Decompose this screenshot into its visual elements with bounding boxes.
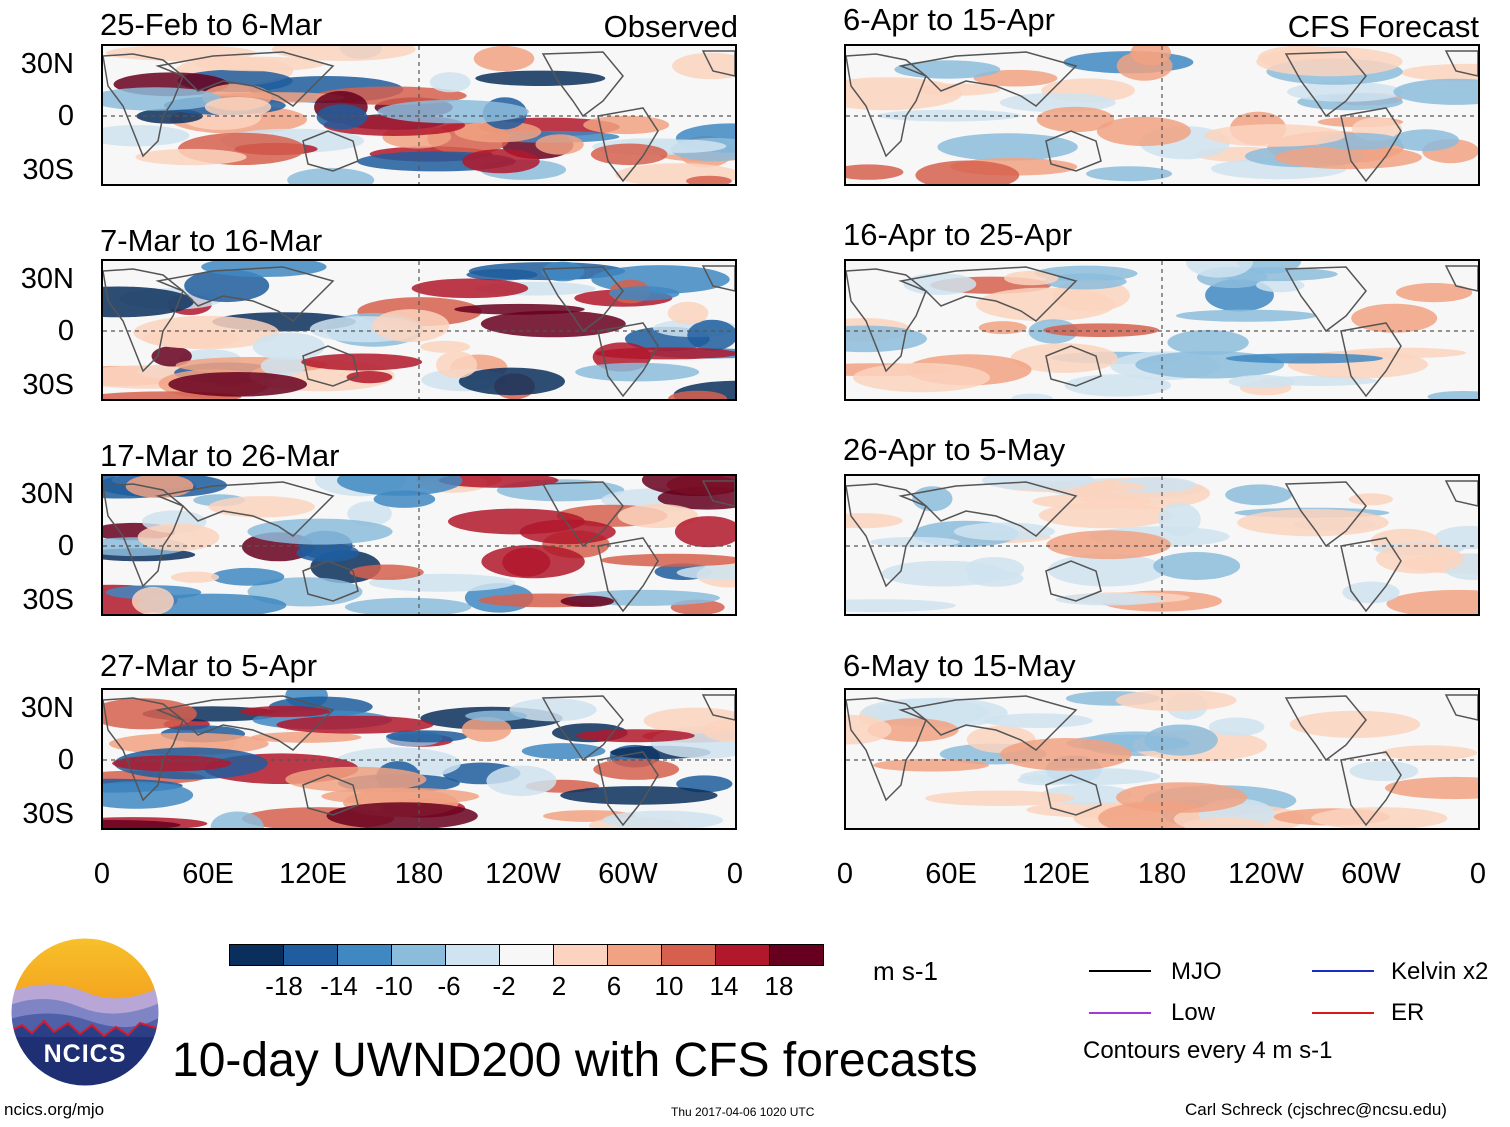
colorbar-swatch — [553, 944, 608, 966]
legend-line-er — [1312, 1012, 1374, 1014]
map-panel-obs-4 — [101, 688, 737, 830]
lon-label: 60E — [925, 858, 977, 890]
lat-label-eq: 0 — [57, 744, 74, 776]
legend-label-low: Low — [1171, 999, 1216, 1026]
lat-label-eq: 0 — [57, 100, 74, 132]
panel-title-obs-2: 7-Mar to 16-Mar — [100, 223, 323, 258]
map-panel-obs-1 — [101, 44, 737, 186]
panel-title-fc-3: 26-Apr to 5-May — [843, 432, 1066, 467]
colorbar-swatch — [769, 944, 824, 966]
lat-label-30s: 30S — [22, 584, 74, 616]
map-panel-fc-3 — [844, 474, 1480, 616]
colorbar-tick: -6 — [437, 971, 461, 1001]
main-title: 10-day UWND200 with CFS forecasts — [172, 1034, 978, 1087]
lon-label: 0 — [726, 858, 744, 890]
colorbar-swatch — [229, 944, 284, 966]
colorbar-swatch — [337, 944, 392, 966]
colorbar-tick: -2 — [492, 971, 516, 1001]
ncics-logo-icon — [10, 937, 160, 1087]
legend-label-kelvin: Kelvin x2 — [1391, 958, 1489, 985]
lat-label-eq: 0 — [57, 530, 74, 562]
lon-label: 180 — [1137, 858, 1187, 890]
lon-label: 0 — [1469, 858, 1487, 890]
forecast-label: CFS Forecast — [1287, 9, 1479, 44]
map-panel-fc-2 — [844, 259, 1480, 401]
colorbar-tick: 2 — [551, 971, 567, 1001]
legend-line-kelvin — [1312, 970, 1374, 972]
lon-label: 120E — [279, 858, 347, 890]
lat-label-30s: 30S — [22, 154, 74, 186]
lon-label: 120E — [1022, 858, 1090, 890]
lat-label-30s: 30S — [22, 369, 74, 401]
colorbar-swatch — [661, 944, 716, 966]
lat-label-30n: 30N — [20, 478, 74, 510]
lon-label: 0 — [93, 858, 111, 890]
lat-label-30s: 30S — [22, 798, 74, 830]
lat-label-30n: 30N — [20, 48, 74, 80]
colorbar-swatch — [445, 944, 500, 966]
legend-label-mjo: MJO — [1171, 958, 1222, 985]
lon-label: 180 — [394, 858, 444, 890]
colorbar-units: m s-1 — [873, 956, 938, 986]
footer-timestamp: Thu 2017-04-06 1020 UTC — [671, 1105, 815, 1119]
panel-title-obs-1: 25-Feb to 6-Mar — [100, 7, 323, 42]
colorbar — [229, 944, 824, 966]
colorbar-tick: -14 — [320, 971, 358, 1001]
lon-label: 60W — [598, 858, 658, 890]
map-panel-obs-3 — [101, 474, 737, 616]
panel-title-fc-2: 16-Apr to 25-Apr — [843, 217, 1073, 252]
panel-title-obs-4: 27-Mar to 5-Apr — [100, 648, 318, 683]
ncics-logo: NCICS — [10, 937, 160, 1087]
lon-label: 60W — [1341, 858, 1401, 890]
colorbar-tick: 6 — [606, 971, 622, 1001]
lat-label-30n: 30N — [20, 263, 74, 295]
footer-url[interactable]: ncics.org/mjo — [4, 1100, 105, 1119]
colorbar-tick: -18 — [265, 971, 303, 1001]
colorbar-swatch — [607, 944, 662, 966]
logo-text: NCICS — [43, 1040, 127, 1068]
lon-label: 120W — [1228, 858, 1304, 890]
panel-title-fc-1: 6-Apr to 15-Apr — [843, 2, 1055, 37]
lon-label: 0 — [836, 858, 854, 890]
colorbar-swatch — [499, 944, 554, 966]
colorbar-tick: -10 — [375, 971, 413, 1001]
footer-author: Carl Schreck (cjschrec@ncsu.edu) — [1185, 1100, 1447, 1119]
colorbar-tick: 10 — [654, 971, 684, 1001]
lat-label-eq: 0 — [57, 315, 74, 347]
map-panel-fc-4 — [844, 688, 1480, 830]
colorbar-swatch — [715, 944, 770, 966]
legend-label-er: ER — [1391, 999, 1425, 1026]
observed-label: Observed — [603, 9, 738, 44]
colorbar-swatch — [283, 944, 338, 966]
panel-title-obs-3: 17-Mar to 26-Mar — [100, 438, 340, 473]
legend-line-low — [1089, 1012, 1151, 1014]
map-panel-obs-2 — [101, 259, 737, 401]
colorbar-tick: 18 — [764, 971, 794, 1001]
lon-label: 60E — [182, 858, 234, 890]
map-panel-fc-1 — [844, 44, 1480, 186]
contours-note: Contours every 4 m s-1 — [1083, 1037, 1333, 1064]
legend-line-mjo — [1089, 970, 1151, 972]
colorbar-tick: 14 — [709, 971, 739, 1001]
lon-label: 120W — [485, 858, 561, 890]
lat-label-30n: 30N — [20, 692, 74, 724]
colorbar-swatch — [391, 944, 446, 966]
panel-title-fc-4: 6-May to 15-May — [843, 648, 1076, 683]
